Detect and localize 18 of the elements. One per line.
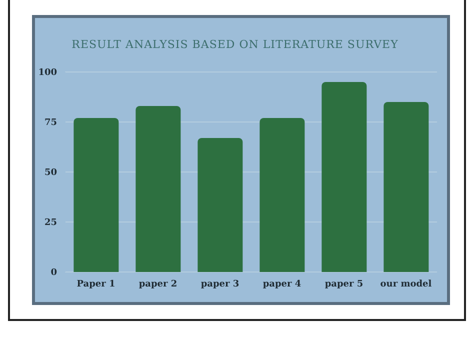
y-tick-label: 50 [44, 168, 57, 178]
x-tick-label: our model [380, 279, 432, 290]
y-tick-label: 25 [44, 218, 57, 228]
bar [198, 138, 243, 272]
chart-title: RESULT ANALYSIS BASED ON LITERATURE SURVEY [70, 38, 400, 51]
bar [322, 82, 367, 272]
bar [384, 102, 429, 272]
bar [74, 118, 119, 272]
x-tick-label: paper 3 [200, 279, 240, 290]
x-tick-label: paper 5 [324, 279, 364, 290]
y-tick-label: 100 [38, 68, 57, 78]
x-tick-label: paper 2 [138, 279, 178, 290]
bar [136, 106, 181, 272]
bar [260, 118, 305, 272]
y-tick-label: 75 [44, 118, 57, 128]
x-tick-label: paper 4 [262, 279, 302, 290]
x-tick-label: Paper 1 [76, 279, 116, 290]
y-tick-label: 0 [50, 268, 57, 278]
